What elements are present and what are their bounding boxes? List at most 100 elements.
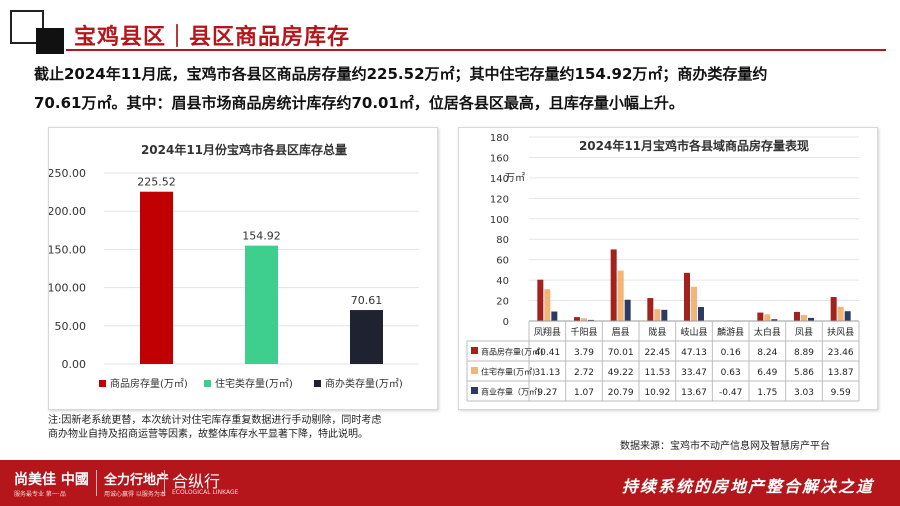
decorative-corner-block: [36, 28, 64, 54]
y-tick-label: 0.00: [62, 358, 87, 371]
chart-title: 2024年11月份宝鸡市各县区库存总量: [141, 142, 347, 157]
category-label: 千阳县: [570, 327, 597, 338]
bar-1-9: [830, 297, 837, 321]
bar-2-2: [581, 318, 587, 321]
table-value: 13.87: [828, 368, 854, 378]
y-tick-label: 180: [490, 133, 509, 144]
bar-1-5: [684, 272, 690, 321]
bar-3-5: [698, 307, 704, 321]
category-label: 凤翔县: [534, 326, 561, 338]
brand-logo-quanlixing: 全力行地产: [104, 473, 170, 488]
y-axis-unit: 万㎡: [505, 172, 525, 184]
total-inventory-chart-panel: 2024年11月份宝鸡市各县区库存总量 0.00 50.00 100.00 150.00…: [48, 127, 438, 410]
table-value: 0.16: [721, 348, 741, 358]
category-label: 太白县: [754, 326, 781, 338]
table-value: 1.07: [574, 388, 594, 398]
table-value: 22.45: [644, 348, 670, 358]
legend-label: 住宅存量(万㎡): [481, 367, 535, 377]
table-value: 70.01: [608, 348, 634, 358]
data-label: 154.92: [242, 230, 281, 243]
table-value: 8.89: [794, 348, 814, 358]
table-value: -0.47: [719, 388, 742, 398]
table-value: 11.53: [644, 368, 670, 378]
legend-label: 商品房存量(万㎡): [110, 377, 188, 390]
category-label: 岐山县: [680, 326, 707, 338]
footnote-line-2: 商办物业自持及招商运营等因素，故整体库存水平显著下降，特此说明。: [48, 429, 368, 440]
table-value: 20.79: [608, 388, 634, 398]
footnote-line-1: 注:因新老系统更替，本次统计对住宅库存重复数据进行手动剔除，同时考虑: [48, 415, 382, 426]
y-tick-label: 150.00: [49, 243, 86, 256]
bar-2-7: [764, 314, 771, 321]
table-value: 23.46: [828, 348, 854, 358]
y-tick-label: 140: [490, 174, 509, 185]
legend-label: 住宅类存量(万㎡): [215, 377, 293, 390]
footer-slogan: 持续系统的房地产整合解决之道: [621, 477, 874, 496]
category-label: 麟游县: [717, 326, 744, 338]
brand-tagline-quanlixing: 用诚心赢得 以服务为本: [104, 491, 166, 498]
footer-divider: [164, 470, 165, 496]
brand-logo-hezongxing: 合纵行: [172, 472, 221, 491]
table-value: 5.86: [794, 368, 814, 378]
table-value: 47.13: [681, 348, 707, 358]
bar-1-8: [794, 311, 800, 321]
bar-1-7: [757, 312, 764, 321]
y-tick-label: 60: [496, 256, 509, 267]
legend-swatch: [314, 380, 321, 387]
bar-3: [350, 310, 383, 364]
category-label: 凤县: [795, 327, 813, 338]
county-inventory-chart-panel: 2024年11月宝鸡市各县域商品房存量表现 万㎡ 0 20 40 60 80 100 120 14…: [458, 127, 878, 410]
bar-2-9: [837, 306, 844, 321]
legend-swatch: [204, 380, 211, 387]
y-tick-label: 0: [503, 317, 509, 328]
table-value: 0.63: [721, 368, 741, 378]
table-value: 2.72: [574, 368, 594, 378]
y-tick-label: 50.00: [55, 320, 87, 333]
y-tick-label: 100.00: [49, 282, 86, 295]
brand-logo-shangmeijia: 尚美佳 中國: [14, 472, 89, 488]
table-value: 10.92: [644, 388, 670, 398]
legend-swatch: [471, 387, 478, 394]
bar-1-4: [647, 298, 654, 321]
table-value: 6.49: [757, 368, 777, 378]
table-value: 1.75: [757, 388, 777, 398]
footer-bar: 尚美佳 中國 服务最专业 第一·品 全力行地产 用诚心赢得 以服务为本 合纵行 …: [0, 460, 900, 506]
category-label: 陇县: [648, 326, 666, 338]
summary-line-1: 截止2024年11月底，宝鸡市各县区商品房存量约225.52万㎡；其中住宅存量约…: [34, 65, 768, 83]
legend-label: 商办类存量(万㎡): [325, 377, 403, 390]
table-value: 33.47: [681, 368, 707, 378]
page-title: 宝鸡县区｜县区商品房库存: [74, 25, 351, 50]
y-tick-label: 80: [496, 235, 509, 246]
decorative-corner-outline: [10, 10, 44, 44]
table-value: 9.27: [537, 388, 557, 398]
bar-2-3: [617, 270, 624, 321]
table-value: 31.13: [534, 368, 560, 378]
table-value: 8.24: [757, 348, 777, 358]
bar-2: [245, 245, 278, 364]
summary-line-2: 70.61万㎡。其中：眉县市场商品房统计库存约70.01㎡，位居各县区最高，且库…: [34, 94, 684, 112]
bar-3-3: [624, 299, 631, 321]
legend-label: 商业存量（万㎡): [481, 387, 540, 397]
brand-tagline-shangmeijia: 服务最专业 第一·品: [14, 491, 66, 498]
bar-2-1: [544, 289, 551, 321]
table-value: 40.41: [534, 348, 560, 358]
summary-text: 截止2024年11月底，宝鸡市各县区商品房存量约225.52万㎡；其中住宅存量约…: [34, 60, 874, 118]
legend-swatch: [471, 367, 478, 374]
bar-1-1: [537, 279, 544, 321]
table-value: 13.67: [681, 388, 707, 398]
category-label: 扶风县: [827, 326, 854, 338]
table-value: 3.03: [794, 388, 814, 398]
legend-swatch: [471, 347, 478, 354]
bar-3-1: [551, 311, 558, 321]
bar-3-2: [588, 319, 594, 321]
table-value: 3.79: [574, 348, 594, 358]
y-tick-label: 160: [490, 153, 509, 164]
category-label: 眉县: [612, 327, 630, 338]
y-tick-label: 250.00: [49, 167, 86, 180]
title-underline: [66, 49, 886, 51]
data-label: 70.61: [351, 294, 383, 307]
y-tick-label: 20: [496, 297, 509, 308]
bar-3-8: [808, 317, 814, 321]
bar-2-5: [691, 286, 697, 321]
bar-2-4: [654, 309, 661, 321]
